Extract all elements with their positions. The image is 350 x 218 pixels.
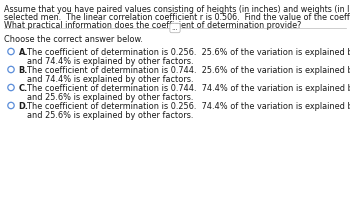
Text: D.: D. bbox=[19, 102, 28, 111]
Text: and 74.4% is explained by other factors.: and 74.4% is explained by other factors. bbox=[27, 56, 194, 65]
Text: and 25.6% is explained by other factors.: and 25.6% is explained by other factors. bbox=[27, 92, 193, 102]
Text: The coefficient of determination is 0.744.  25.6% of the variation is explained : The coefficient of determination is 0.74… bbox=[27, 66, 350, 75]
Text: The coefficient of determination is 0.256.  25.6% of the variation is explained : The coefficient of determination is 0.25… bbox=[27, 48, 350, 57]
Text: Assume that you have paired values consisting of heights (in inches) and weights: Assume that you have paired values consi… bbox=[4, 5, 350, 14]
Text: The coefficient of determination is 0.744.  74.4% of the variation is explained : The coefficient of determination is 0.74… bbox=[27, 84, 350, 93]
Text: Choose the correct answer below.: Choose the correct answer below. bbox=[4, 35, 143, 44]
Text: and 74.4% is explained by other factors.: and 74.4% is explained by other factors. bbox=[27, 75, 194, 83]
Text: and 25.6% is explained by other factors.: and 25.6% is explained by other factors. bbox=[27, 111, 193, 119]
Text: What practical information does the coefficient of determination provide?: What practical information does the coef… bbox=[4, 21, 301, 30]
Text: The coefficient of determination is 0.256.  74.4% of the variation is explained : The coefficient of determination is 0.25… bbox=[27, 102, 350, 111]
Text: A.: A. bbox=[19, 48, 28, 57]
Text: ...: ... bbox=[172, 25, 178, 31]
Text: B.: B. bbox=[19, 66, 28, 75]
Text: selected men.  The linear correlation coefficient r is 0.506.  Find the value of: selected men. The linear correlation coe… bbox=[4, 13, 350, 22]
Text: C.: C. bbox=[19, 84, 28, 93]
